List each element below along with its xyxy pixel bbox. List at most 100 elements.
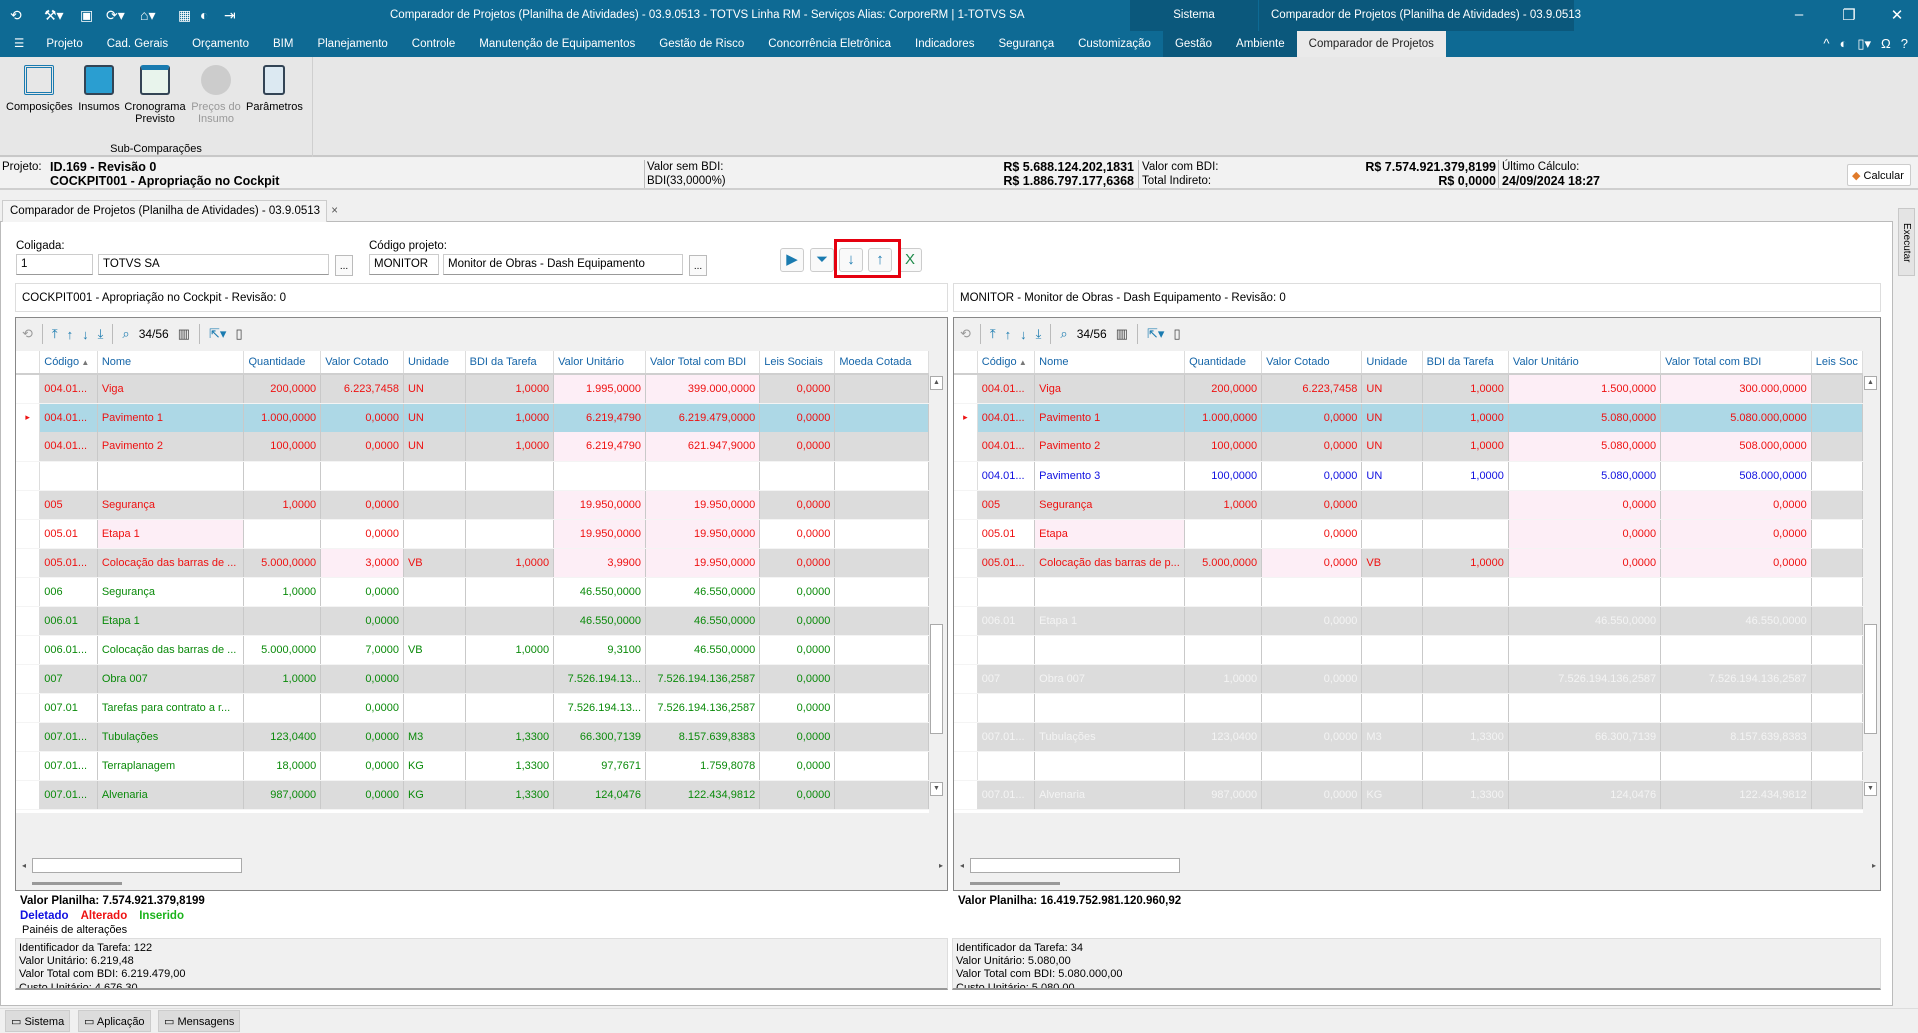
table-cell[interactable] — [759, 461, 836, 491]
table-cell[interactable]: Alvenaria — [97, 780, 245, 810]
table-cell[interactable]: 005 — [977, 490, 1036, 520]
close-tab-icon[interactable]: × — [331, 205, 338, 217]
row-indicator[interactable] — [954, 635, 978, 665]
table-cell[interactable]: 5.080.000,0000 — [1660, 403, 1812, 432]
table-cell[interactable]: 005.01 — [977, 519, 1036, 549]
table-cell[interactable] — [553, 461, 647, 491]
table-cell[interactable]: 0,0000 — [320, 751, 404, 781]
table-cell[interactable]: 004.01... — [977, 403, 1036, 432]
table-cell[interactable] — [465, 693, 555, 723]
table-row[interactable]: 005 Segurança 1,0000 0,0000 0,0000 0,0000 — [954, 490, 1863, 520]
table-cell[interactable] — [1361, 519, 1423, 549]
table-cell[interactable] — [834, 490, 929, 520]
table-cell[interactable] — [1422, 577, 1509, 607]
table-cell[interactable] — [1508, 693, 1662, 723]
last-icon[interactable]: ⤓ — [1035, 326, 1042, 341]
table-cell[interactable]: 0,0000 — [1261, 490, 1363, 520]
table-row[interactable]: 007.01 Tarefas para contrato a r... 0,0000… — [16, 693, 929, 723]
table-cell[interactable] — [243, 606, 322, 636]
table-cell[interactable]: 0,0000 — [759, 606, 836, 636]
table-cell[interactable]: 987,0000 — [243, 780, 322, 810]
table-cell[interactable] — [1811, 577, 1863, 607]
table-cell[interactable]: 0,0000 — [759, 403, 836, 432]
refresh-icon[interactable]: ⟳▾ — [106, 7, 125, 23]
table-cell[interactable]: 1,3300 — [465, 751, 555, 781]
table-row[interactable]: 007.01... Tubulações 123,0400 0,0000 M3 1,330… — [954, 722, 1863, 752]
table-cell[interactable] — [834, 432, 929, 462]
table-row[interactable]: ▸ 004.01... Pavimento 1 1.000,0000 0,0000 UN 1… — [954, 403, 1863, 432]
table-row[interactable]: 006.01 Etapa 1 0,0000 46.550,0000 46.550,000… — [16, 606, 929, 636]
precos-insumo-button[interactable]: Preços do Insumo — [190, 65, 242, 125]
filter-button[interactable]: ⏷ — [810, 248, 834, 272]
table-row[interactable]: 004.01... Pavimento 2 100,0000 0,0000 UN 1,00… — [16, 432, 929, 462]
table-cell[interactable] — [97, 461, 245, 491]
column-header[interactable]: BDI da Tarefa — [1422, 351, 1509, 375]
table-cell[interactable] — [834, 635, 929, 665]
table-cell[interactable]: 100,0000 — [1184, 461, 1263, 491]
table-cell[interactable]: 005.01... — [977, 548, 1036, 578]
table-cell[interactable]: 6.219,4790 — [553, 432, 647, 462]
table-cell[interactable] — [834, 722, 929, 752]
table-cell[interactable] — [1811, 780, 1863, 810]
table-cell[interactable]: 004.01... — [39, 403, 98, 432]
menu-manutencao[interactable]: Manutenção de Equipamentos — [479, 38, 636, 50]
menu-orcamento[interactable]: Orçamento — [192, 38, 249, 50]
table-cell[interactable] — [1811, 432, 1863, 462]
table-cell[interactable] — [243, 461, 322, 491]
table-cell[interactable] — [1361, 664, 1423, 694]
table-cell[interactable]: 1,0000 — [1422, 461, 1509, 491]
column-header[interactable]: BDI da Tarefa — [465, 351, 555, 375]
table-cell[interactable]: 006.01 — [977, 606, 1036, 636]
table-cell[interactable] — [465, 490, 555, 520]
table-cell[interactable]: 004.01... — [39, 374, 98, 404]
table-row[interactable]: 007 Obra 007 1,0000 0,0000 7.526.194.13... 7.… — [16, 664, 929, 694]
row-indicator[interactable] — [954, 693, 978, 723]
table-cell[interactable]: 0,0000 — [1261, 403, 1363, 432]
table-cell[interactable] — [1184, 519, 1263, 549]
columns-icon[interactable]: ▥ — [1115, 326, 1129, 341]
row-indicator[interactable] — [954, 519, 978, 549]
table-cell[interactable] — [465, 519, 555, 549]
composicoes-button[interactable]: Composições — [6, 65, 73, 113]
table-cell[interactable]: 9,3100 — [553, 635, 647, 665]
table-cell[interactable]: Pavimento 1 — [1034, 403, 1186, 432]
table-cell[interactable]: 0,0000 — [1660, 519, 1812, 549]
row-indicator[interactable] — [16, 490, 41, 520]
table-cell[interactable]: 7.526.194.136,2587 — [645, 664, 761, 694]
last-icon[interactable]: ⤓ — [97, 326, 104, 341]
table-cell[interactable] — [1361, 490, 1423, 520]
table-cell[interactable] — [977, 751, 1036, 781]
table-cell[interactable]: 0,0000 — [320, 780, 404, 810]
menu-planejamento[interactable]: Planejamento — [317, 38, 388, 50]
table-cell[interactable]: 0,0000 — [759, 548, 836, 578]
row-indicator[interactable] — [954, 780, 978, 810]
table-cell[interactable]: UN — [1361, 403, 1423, 432]
table-cell[interactable] — [403, 461, 466, 491]
table-cell[interactable] — [1361, 577, 1423, 607]
context-tab-sistema[interactable]: Sistema — [1173, 9, 1215, 21]
table-cell[interactable]: 6.219.479,0000 — [645, 403, 761, 432]
column-header[interactable]: Unidade — [1361, 351, 1423, 375]
table-cell[interactable] — [1422, 606, 1509, 636]
tools-icon[interactable]: ⚒▾ — [44, 7, 64, 23]
table-cell[interactable]: 1,0000 — [1184, 664, 1263, 694]
row-indicator[interactable] — [954, 722, 978, 752]
headset-icon[interactable]: Ω — [1881, 36, 1891, 51]
column-header[interactable]: Valor Unitário — [1508, 351, 1662, 375]
table-cell[interactable] — [1660, 577, 1812, 607]
table-cell[interactable] — [320, 461, 404, 491]
table-cell[interactable]: 0,0000 — [320, 722, 404, 752]
insumos-button[interactable]: Insumos — [74, 65, 124, 113]
table-cell[interactable]: 0,0000 — [759, 374, 836, 404]
table-cell[interactable]: 19.950,0000 — [645, 519, 761, 549]
table-cell[interactable] — [834, 548, 929, 578]
row-indicator[interactable]: ▸ — [16, 403, 41, 432]
down-icon[interactable]: ↓ — [1020, 326, 1027, 342]
table-cell[interactable]: 19.950,0000 — [645, 548, 761, 578]
table-cell[interactable]: 006.01... — [39, 635, 98, 665]
table-cell[interactable] — [465, 577, 555, 607]
status-tab-sistema[interactable]: ▭ Sistema — [5, 1010, 71, 1032]
table-cell[interactable]: 300.000,0000 — [1660, 374, 1812, 404]
first-icon[interactable]: ⤒ — [51, 326, 58, 341]
search-icon[interactable]: ⌕ — [122, 326, 130, 341]
